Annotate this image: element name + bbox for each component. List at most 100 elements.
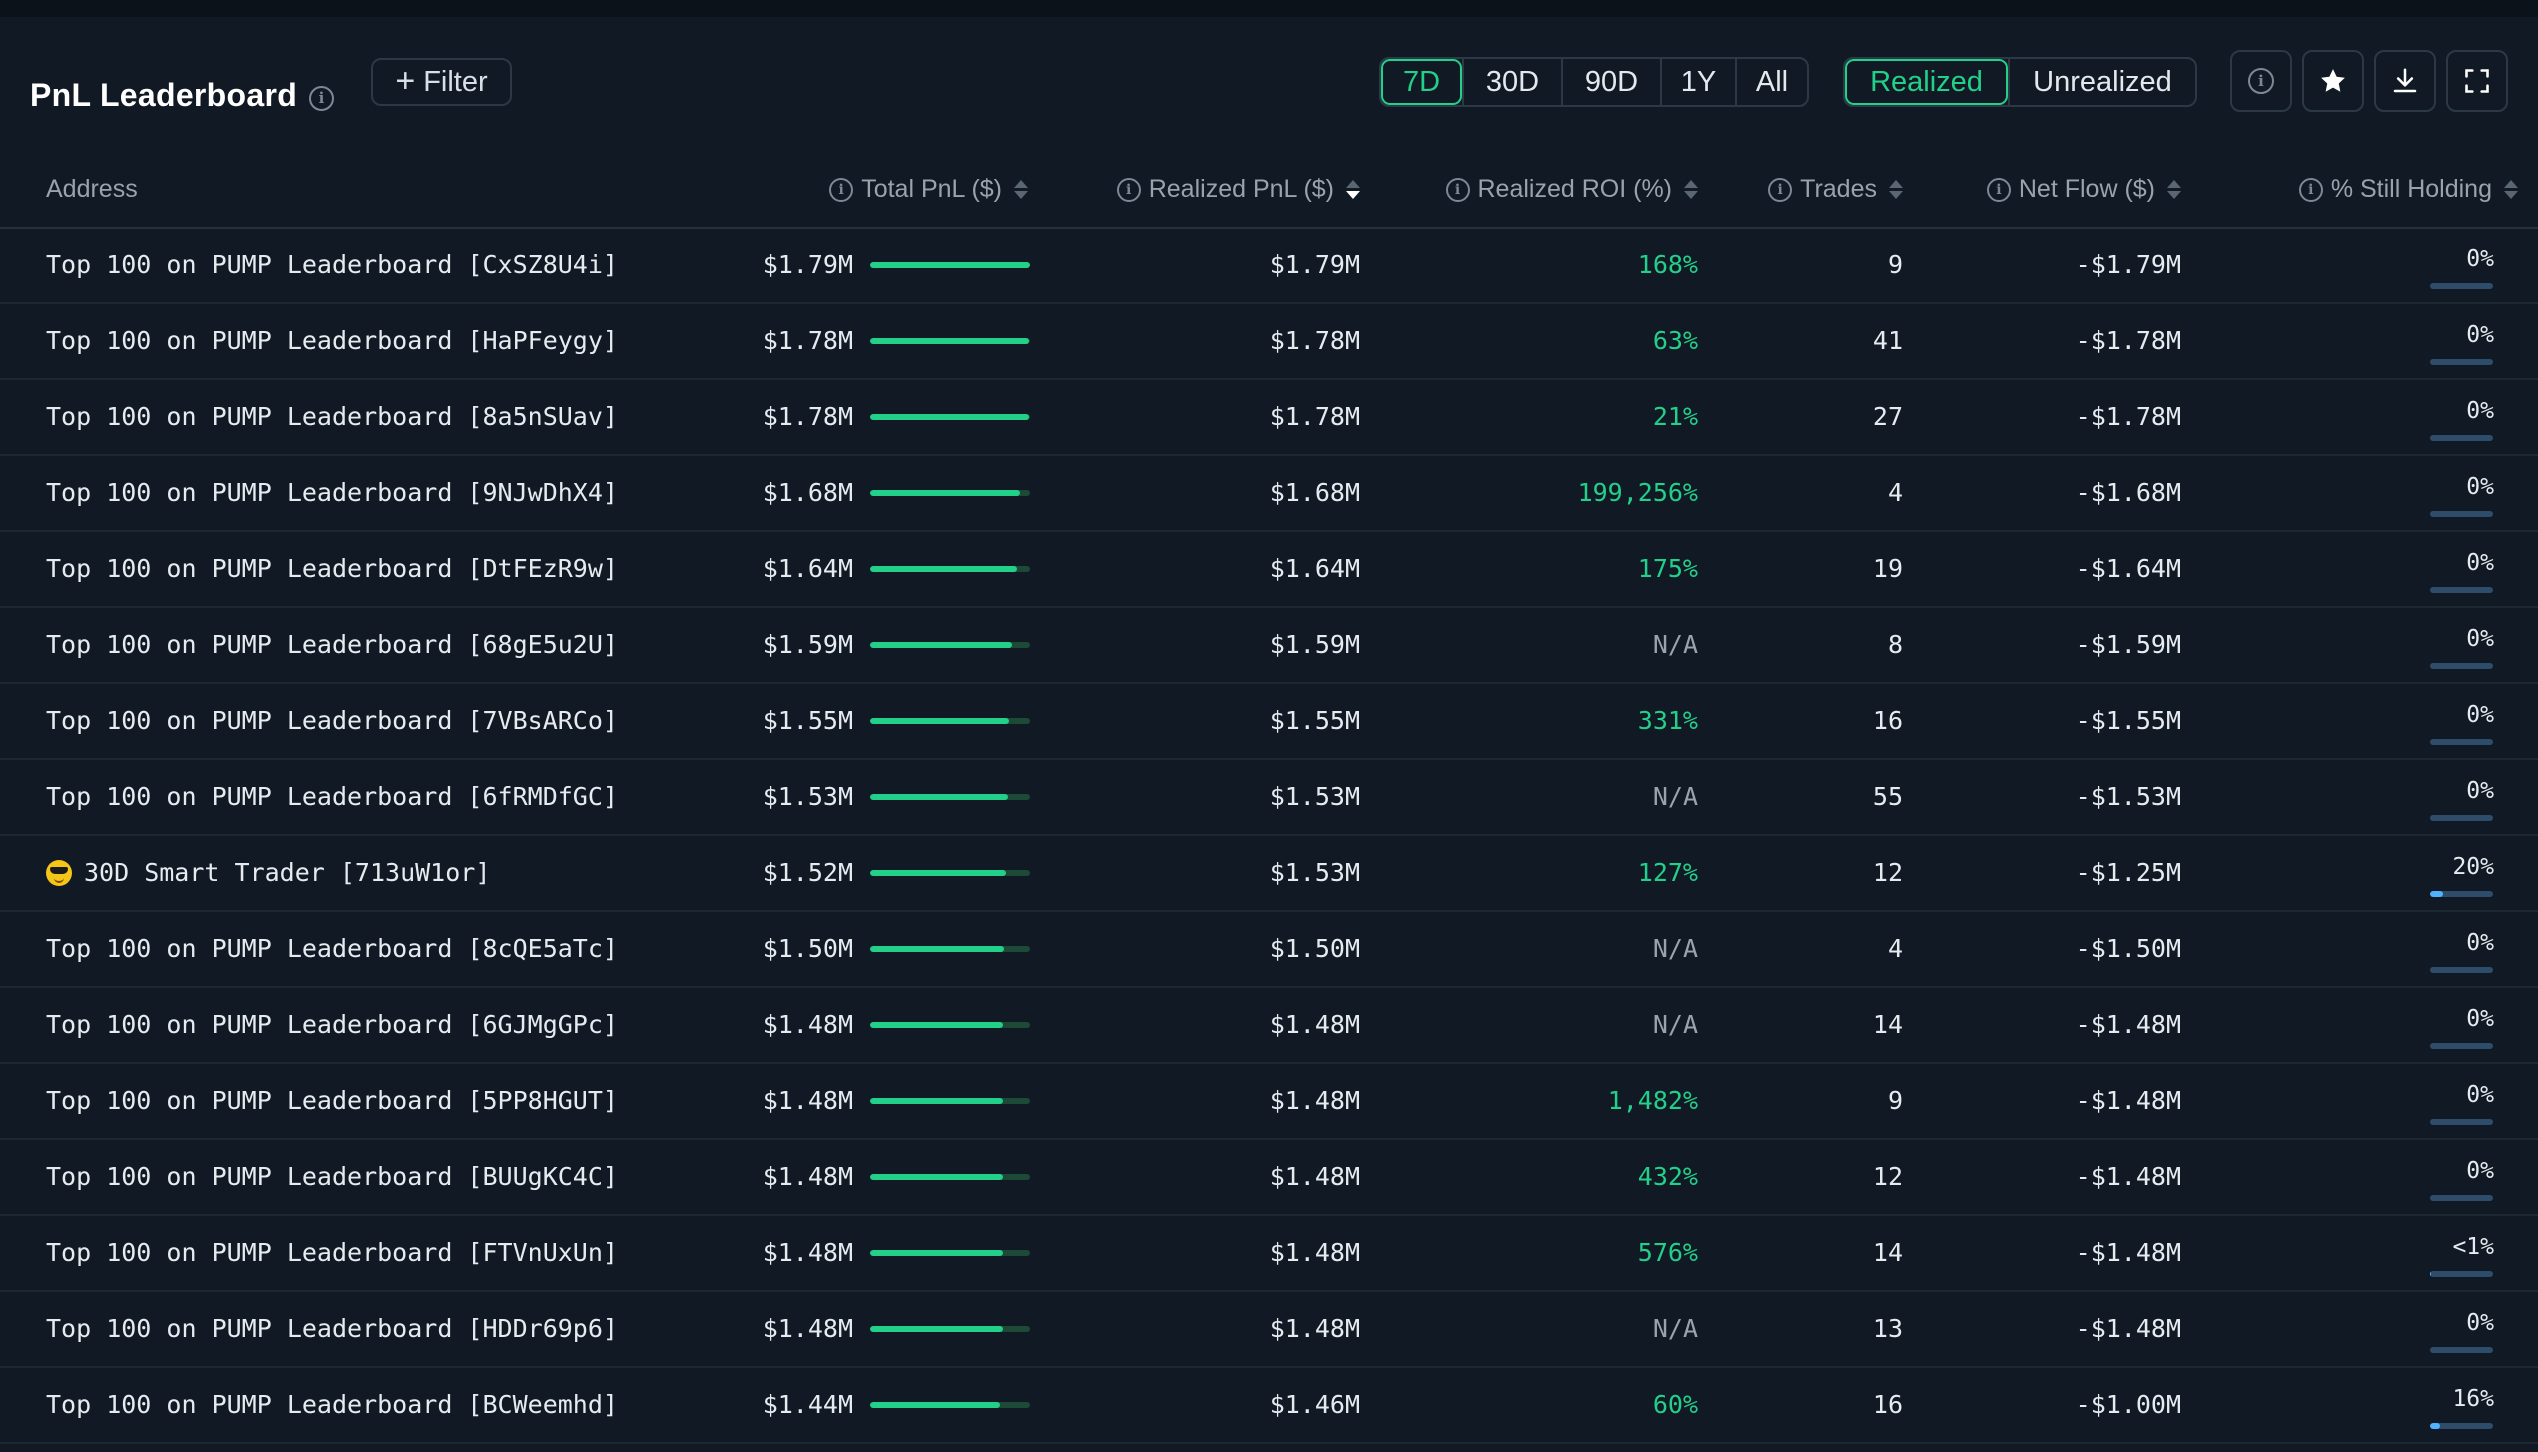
address-cell[interactable]: Top 100 on PUMP Leaderboard [8a5nSUav]	[46, 380, 618, 454]
address-cell[interactable]: Top 100 on PUMP Leaderboard [HaPFeygy]	[46, 304, 618, 378]
column-realized-roi[interactable]: i Realized ROI (%)	[1445, 175, 1698, 204]
address-label[interactable]: 30D Smart Trader [713uW1or]	[84, 858, 491, 887]
info-icon[interactable]: i	[829, 177, 854, 202]
address-cell[interactable]: Top 100 on PUMP Leaderboard [8cQE5aTc]	[46, 912, 618, 986]
address-label[interactable]: Top 100 on PUMP Leaderboard [8cQE5aTc]	[46, 934, 618, 963]
table-row[interactable]: Top 100 on PUMP Leaderboard [5QjbDSn2] $…	[0, 1444, 2538, 1452]
sunglasses-emoji-icon	[46, 860, 72, 886]
table-row[interactable]: Top 100 on PUMP Leaderboard [HDDr69p6] $…	[0, 1292, 2538, 1368]
address-label[interactable]: Top 100 on PUMP Leaderboard [8a5nSUav]	[46, 402, 618, 431]
table-row[interactable]: Top 100 on PUMP Leaderboard [7VBsARCo] $…	[0, 684, 2538, 760]
realized-roi-value: N/A	[1652, 1314, 1698, 1343]
pnl-type-unrealized[interactable]: Unrealized	[2008, 59, 2195, 105]
column-realized-pnl[interactable]: i Realized PnL ($)	[1116, 175, 1360, 204]
address-cell[interactable]: Top 100 on PUMP Leaderboard [FTVnUxUn]	[46, 1216, 618, 1290]
pnl-type-selector: Realized Unrealized	[1843, 57, 2197, 107]
total-pnl-bar	[870, 566, 1030, 572]
address-cell[interactable]: Top 100 on PUMP Leaderboard [5QjbDSn2]	[46, 1444, 618, 1452]
total-pnl-value: $1.48M	[762, 1162, 853, 1191]
address-label[interactable]: Top 100 on PUMP Leaderboard [CxSZ8U4i]	[46, 250, 618, 279]
address-cell[interactable]: Top 100 on PUMP Leaderboard [5PP8HGUT]	[46, 1064, 618, 1138]
info-icon[interactable]: i	[1445, 177, 1470, 202]
info-icon[interactable]: i	[2298, 177, 2323, 202]
still-holding-bar	[2430, 967, 2493, 973]
still-holding-bar	[2430, 739, 2493, 745]
table-row[interactable]: Top 100 on PUMP Leaderboard [5PP8HGUT] $…	[0, 1064, 2538, 1140]
column-total-pnl[interactable]: i Total PnL ($)	[829, 175, 1028, 204]
plus-icon: +	[395, 61, 416, 100]
address-label[interactable]: Top 100 on PUMP Leaderboard [6GJMgGPc]	[46, 1010, 618, 1039]
table-row[interactable]: Top 100 on PUMP Leaderboard [6GJMgGPc] $…	[0, 988, 2538, 1064]
sort-icon[interactable]	[1014, 180, 1028, 199]
address-label[interactable]: Top 100 on PUMP Leaderboard [BCWeemhd]	[46, 1390, 618, 1419]
address-label[interactable]: Top 100 on PUMP Leaderboard [FTVnUxUn]	[46, 1238, 618, 1267]
realized-roi-value: 63%	[1652, 326, 1698, 355]
table-row[interactable]: Top 100 on PUMP Leaderboard [8cQE5aTc] $…	[0, 912, 2538, 988]
address-cell[interactable]: Top 100 on PUMP Leaderboard [7VBsARCo]	[46, 684, 618, 758]
sort-icon[interactable]	[1889, 180, 1903, 199]
address-cell[interactable]: Top 100 on PUMP Leaderboard [DtFEzR9w]	[46, 532, 618, 606]
column-label: Total PnL ($)	[861, 175, 1002, 203]
address-label[interactable]: Top 100 on PUMP Leaderboard [9NJwDhX4]	[46, 478, 618, 507]
info-icon[interactable]: i	[1986, 177, 2011, 202]
column-net-flow[interactable]: i Net Flow ($)	[1986, 175, 2181, 204]
address-cell[interactable]: Top 100 on PUMP Leaderboard [HDDr69p6]	[46, 1292, 618, 1366]
total-pnl-bar-fill	[870, 870, 1006, 876]
pnl-type-realized[interactable]: Realized	[1845, 59, 2008, 105]
still-holding-value: 0%	[2466, 1006, 2494, 1032]
range-option-90d[interactable]: 90D	[1561, 59, 1660, 105]
download-button[interactable]	[2374, 50, 2436, 112]
address-label[interactable]: Top 100 on PUMP Leaderboard [HDDr69p6]	[46, 1314, 618, 1343]
realized-roi-value: 432%	[1637, 1162, 1698, 1191]
filter-button[interactable]: + Filter	[371, 58, 512, 106]
address-label[interactable]: Top 100 on PUMP Leaderboard [HaPFeygy]	[46, 326, 618, 355]
realized-pnl-value: $1.48M	[1269, 1314, 1360, 1343]
address-label[interactable]: Top 100 on PUMP Leaderboard [6fRMDfGC]	[46, 782, 618, 811]
address-label[interactable]: Top 100 on PUMP Leaderboard [BUUgKC4C]	[46, 1162, 618, 1191]
fullscreen-button[interactable]	[2446, 50, 2508, 112]
address-cell[interactable]: Top 100 on PUMP Leaderboard [CxSZ8U4i]	[46, 228, 618, 302]
range-option-7d[interactable]: 7D	[1381, 59, 1462, 105]
table-row[interactable]: Top 100 on PUMP Leaderboard [6fRMDfGC] $…	[0, 760, 2538, 836]
table-row[interactable]: Top 100 on PUMP Leaderboard [DtFEzR9w] $…	[0, 532, 2538, 608]
address-label[interactable]: Top 100 on PUMP Leaderboard [5QjbDSn2]	[46, 1444, 618, 1452]
sort-icon[interactable]	[1684, 180, 1698, 199]
address-cell[interactable]: Top 100 on PUMP Leaderboard [68gE5u2U]	[46, 608, 618, 682]
address-cell[interactable]: Top 100 on PUMP Leaderboard [BCWeemhd]	[46, 1368, 618, 1442]
table-row[interactable]: Top 100 on PUMP Leaderboard [CxSZ8U4i] $…	[0, 228, 2538, 304]
table-row[interactable]: Top 100 on PUMP Leaderboard [BCWeemhd] $…	[0, 1368, 2538, 1444]
address-cell[interactable]: Top 100 on PUMP Leaderboard [9NJwDhX4]	[46, 456, 618, 530]
address-cell[interactable]: Top 100 on PUMP Leaderboard [6fRMDfGC]	[46, 760, 618, 834]
sort-icon[interactable]	[2167, 180, 2181, 199]
table-row[interactable]: Top 100 on PUMP Leaderboard [BUUgKC4C] $…	[0, 1140, 2538, 1216]
table-row[interactable]: Top 100 on PUMP Leaderboard [68gE5u2U] $…	[0, 608, 2538, 684]
info-icon[interactable]: i	[1116, 177, 1141, 202]
address-label[interactable]: Top 100 on PUMP Leaderboard [7VBsARCo]	[46, 706, 618, 735]
address-label[interactable]: Top 100 on PUMP Leaderboard [68gE5u2U]	[46, 630, 618, 659]
table-row[interactable]: Top 100 on PUMP Leaderboard [8a5nSUav] $…	[0, 380, 2538, 456]
table-row[interactable]: Top 100 on PUMP Leaderboard [FTVnUxUn] $…	[0, 1216, 2538, 1292]
range-option-30d[interactable]: 30D	[1462, 59, 1561, 105]
table-row[interactable]: Top 100 on PUMP Leaderboard [HaPFeygy] $…	[0, 304, 2538, 380]
address-cell[interactable]: Top 100 on PUMP Leaderboard [6GJMgGPc]	[46, 988, 618, 1062]
column-still-holding[interactable]: i % Still Holding	[2298, 175, 2518, 204]
column-trades[interactable]: i Trades	[1768, 175, 1903, 204]
range-option-1y[interactable]: 1Y	[1660, 59, 1735, 105]
table-row[interactable]: 30D Smart Trader [713uW1or] $1.52M $1.53…	[0, 836, 2538, 912]
realized-roi-value: N/A	[1652, 782, 1698, 811]
range-option-all[interactable]: All	[1735, 59, 1807, 105]
address-cell[interactable]: Top 100 on PUMP Leaderboard [BUUgKC4C]	[46, 1140, 618, 1214]
table-row[interactable]: Top 100 on PUMP Leaderboard [9NJwDhX4] $…	[0, 456, 2538, 532]
address-label[interactable]: Top 100 on PUMP Leaderboard [DtFEzR9w]	[46, 554, 618, 583]
info-button[interactable]: i	[2230, 50, 2292, 112]
favorite-button[interactable]	[2302, 50, 2364, 112]
address-label[interactable]: Top 100 on PUMP Leaderboard [5PP8HGUT]	[46, 1086, 618, 1115]
sort-desc-icon[interactable]	[1346, 180, 1360, 199]
address-cell[interactable]: 30D Smart Trader [713uW1or]	[46, 836, 490, 910]
trades-value: 16	[1872, 706, 1903, 735]
fullscreen-icon	[2465, 69, 2489, 93]
net-flow-value: -$1.78M	[2075, 326, 2181, 355]
info-icon[interactable]: i	[1768, 177, 1793, 202]
sort-icon[interactable]	[2504, 180, 2518, 199]
info-icon[interactable]: i	[309, 86, 334, 111]
